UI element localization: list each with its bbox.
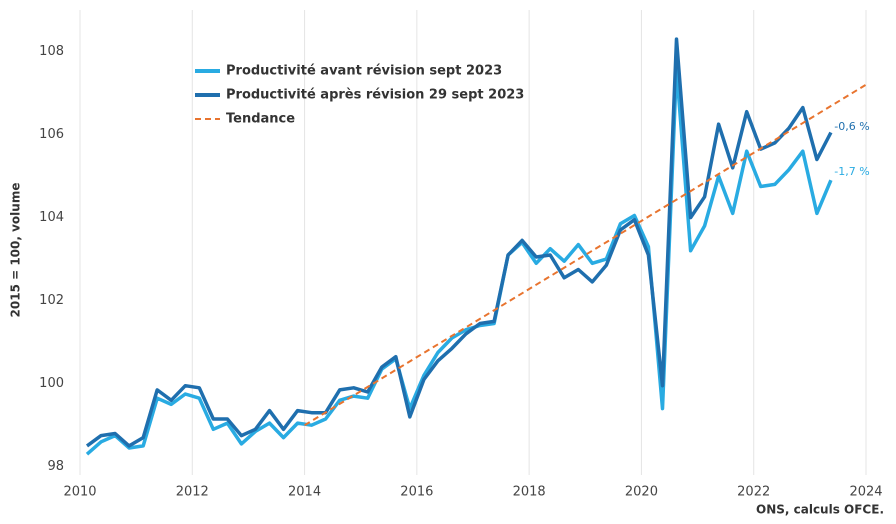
legend-label: Productivité avant révision sept 2023 bbox=[226, 64, 502, 79]
y-tick-label: 102 bbox=[39, 293, 64, 308]
y-tick-label: 106 bbox=[39, 127, 64, 142]
x-tick-label: 2016 bbox=[400, 485, 433, 500]
x-tick-label: 2014 bbox=[288, 485, 321, 500]
series-line bbox=[85, 37, 833, 448]
x-tick-label: 2020 bbox=[625, 485, 658, 500]
y-axis-label: 2015 = 100, volume bbox=[9, 183, 23, 318]
annotation: -0,6 % bbox=[834, 120, 869, 133]
y-tick-label: 108 bbox=[39, 44, 64, 59]
x-tick-label: 2018 bbox=[513, 485, 546, 500]
x-tick-label: 2012 bbox=[176, 485, 209, 500]
series-line bbox=[85, 66, 833, 456]
annotation: -1,7 % bbox=[834, 165, 869, 178]
x-tick-label: 2010 bbox=[63, 485, 96, 500]
y-tick-label: 100 bbox=[39, 376, 64, 391]
y-tick-label: 98 bbox=[47, 459, 64, 474]
legend-label: Tendance bbox=[226, 112, 295, 127]
x-tick-label: 2024 bbox=[849, 485, 882, 500]
y-tick-label: 104 bbox=[39, 210, 64, 225]
legend-label: Productivité après révision 29 sept 2023 bbox=[226, 88, 524, 103]
source: ONS, calculs OFCE. bbox=[756, 503, 884, 517]
x-tick-label: 2022 bbox=[737, 485, 770, 500]
